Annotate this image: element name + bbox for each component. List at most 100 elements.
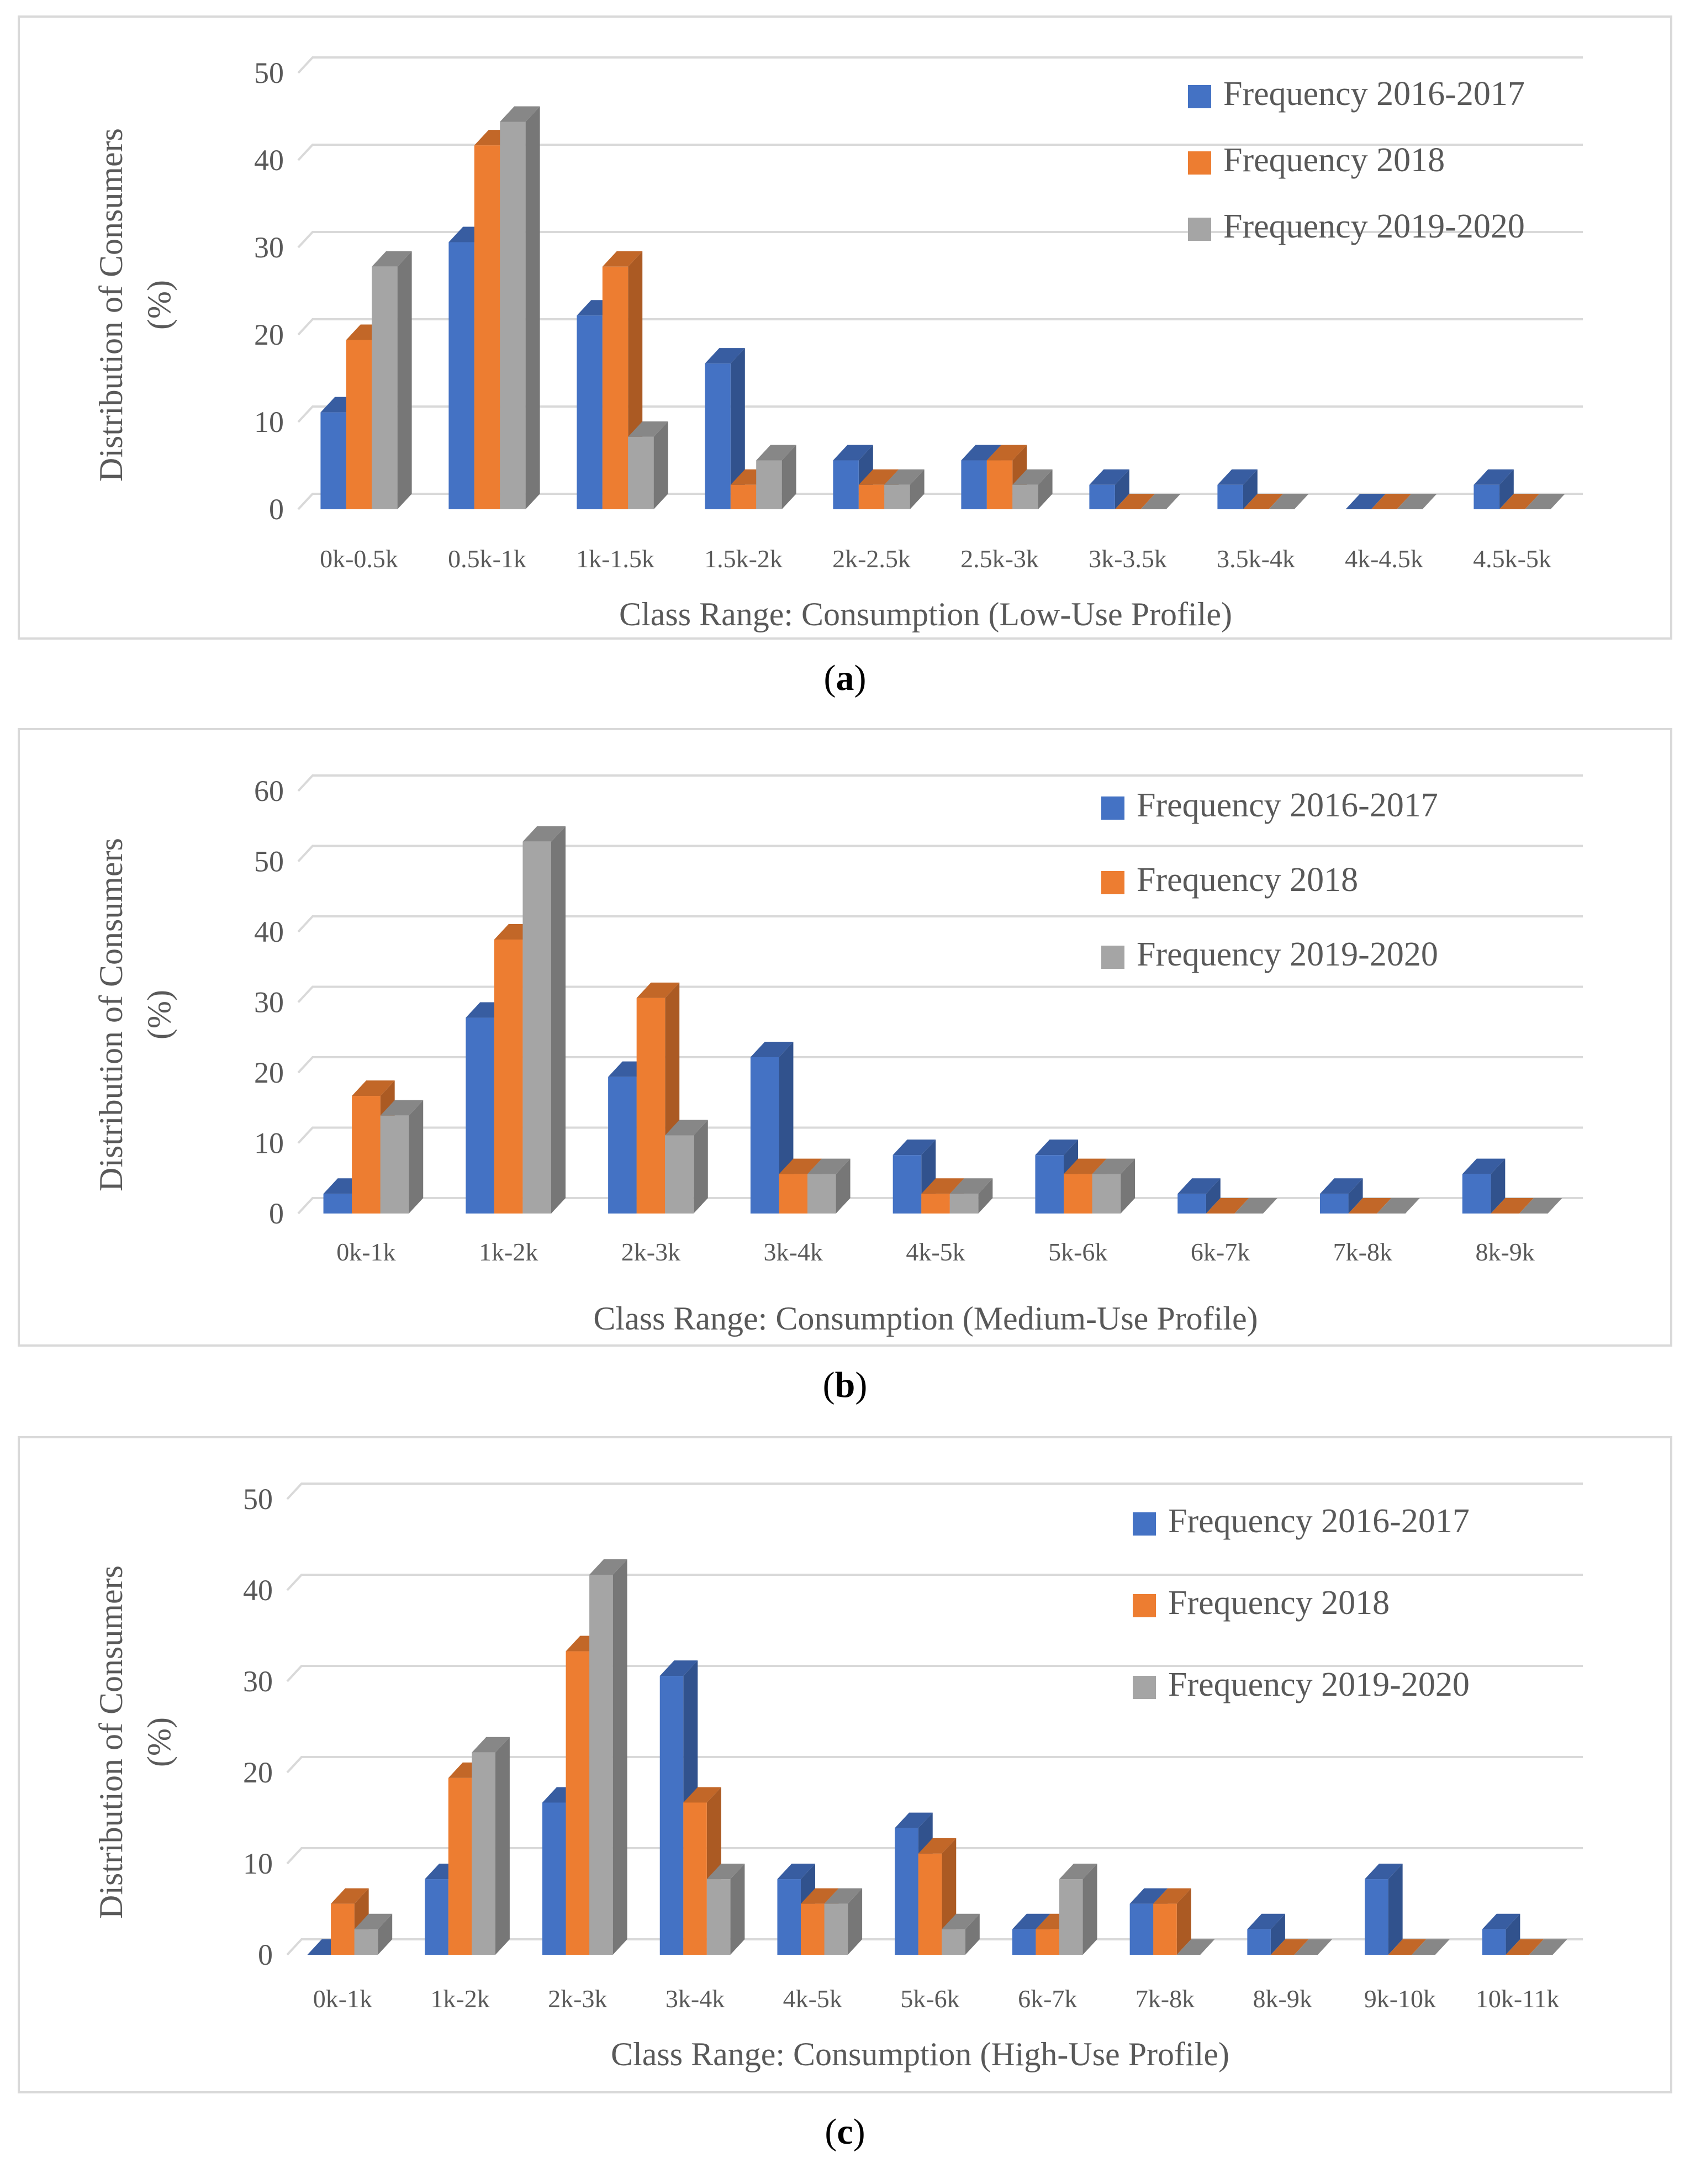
x-tick-label: 4k-5k	[906, 1238, 965, 1266]
gridline	[286, 1756, 1583, 1774]
bar	[884, 469, 925, 509]
bar	[380, 1100, 424, 1214]
y-axis-title: (%)	[141, 990, 177, 1040]
bar	[1269, 494, 1309, 509]
x-axis-title: Class Range: Consumption (High-Use Profi…	[611, 2036, 1229, 2072]
y-tick-label: 20	[243, 1756, 273, 1789]
bar	[706, 1864, 745, 1955]
bar	[472, 1737, 510, 1955]
x-tick-label: 6k-7k	[1018, 1985, 1077, 2013]
x-tick-label: 4.5k-5k	[1473, 545, 1551, 573]
bar	[1320, 1178, 1363, 1214]
bar	[589, 1559, 627, 1955]
x-tick-label: 3k-4k	[666, 1985, 725, 2013]
bar	[1525, 494, 1565, 509]
chart-panel-c: 0 10 20 30 40 50 0k-1k 1k-2k 2k-3k 3k-4k 4k-5k 5k-6…	[18, 1436, 1672, 2093]
y-tick-label: 40	[243, 1574, 273, 1607]
y-tick-label: 30	[254, 986, 284, 1019]
bar	[807, 1158, 851, 1214]
bar	[665, 1120, 708, 1214]
gridline	[297, 56, 1583, 74]
bar	[1377, 1198, 1420, 1214]
y-tick-label: 0	[269, 493, 284, 526]
bar	[1153, 1888, 1191, 1955]
gridline	[297, 985, 1583, 1003]
y-tick-label: 40	[254, 915, 284, 948]
gridline	[297, 915, 1583, 933]
legend: Frequency 2016-2017 Frequency 2018 Frequen…	[1188, 75, 1525, 245]
bar	[1115, 494, 1155, 509]
x-tick-label: 1k-2k	[430, 1985, 489, 2013]
gridline	[297, 144, 1583, 161]
y-tick-label: 30	[243, 1665, 273, 1698]
bar	[1140, 494, 1181, 509]
bar	[824, 1888, 863, 1955]
x-tick-label: 9k-10k	[1364, 1985, 1436, 2013]
x-tick-label: 0k-1k	[336, 1238, 395, 1266]
y-tick-label: 0	[269, 1197, 284, 1230]
y-tick-label: 20	[254, 1056, 284, 1089]
bar	[628, 421, 668, 509]
y-tick-label: 10	[254, 1127, 284, 1160]
chart-panel-a: 0 10 20 30 40 50 0k-0.5k 0.5k-1k 1k-1.5k 1.5k-2k 2…	[18, 15, 1672, 640]
y-axis-title: (%)	[141, 280, 177, 330]
legend-label: Frequency 2019-2020	[1137, 936, 1438, 973]
bar	[949, 1178, 993, 1214]
gridline	[286, 1665, 1583, 1682]
bar	[372, 251, 412, 509]
x-tick-label: 8k-9k	[1475, 1238, 1534, 1266]
x-tick-label: 2k-3k	[548, 1985, 607, 2013]
legend-swatch	[1188, 218, 1211, 241]
bar-chart-medium-use: 0 10 20 30 40 50 60 0k-1k 1k-2k 2k-3k 3k-4k 4k-5k 5k…	[93, 774, 1583, 1337]
chart-panel-b: 0 10 20 30 40 50 60 0k-1k 1k-2k 2k-3k 3k-4k 4k-5k 5k…	[18, 728, 1672, 1347]
y-tick-label: 10	[243, 1847, 273, 1880]
bar	[1217, 469, 1258, 509]
legend: Frequency 2016-2017 Frequency 2018 Frequen…	[1133, 1502, 1470, 1703]
gridlines	[297, 774, 1583, 1215]
bar	[1529, 1939, 1567, 1955]
bar	[1294, 1939, 1332, 1955]
y-axis-title: Distribution of Consumers	[93, 128, 129, 482]
x-tick-label: 0k-0.5k	[320, 545, 398, 573]
y-tick-label: 30	[254, 231, 284, 264]
x-tick-label: 3.5k-4k	[1217, 545, 1295, 573]
x-tick-label: 1.5k-2k	[704, 545, 783, 573]
legend-swatch	[1133, 1512, 1156, 1536]
caption-letter: c	[837, 2112, 853, 2152]
y-tick-label: 50	[243, 1483, 273, 1516]
bars	[323, 826, 1562, 1214]
x-tick-label: 5k-6k	[900, 1985, 959, 2013]
bar	[1234, 1198, 1277, 1214]
x-tick-label: 1k-2k	[479, 1238, 538, 1266]
y-tick-label: 10	[254, 405, 284, 439]
bar	[1491, 1198, 1534, 1214]
bar	[1059, 1864, 1097, 1955]
bar	[1345, 494, 1386, 509]
bar	[1270, 1939, 1309, 1955]
gridline	[297, 318, 1583, 336]
x-tick-label: 3k-3.5k	[1089, 545, 1167, 573]
bar	[1499, 494, 1540, 509]
x-axis-title: Class Range: Consumption (Medium-Use Pro…	[593, 1300, 1258, 1337]
bar	[1089, 469, 1129, 509]
bar	[756, 445, 796, 509]
legend-label: Frequency 2016-2017	[1137, 787, 1438, 824]
legend-label: Frequency 2019-2020	[1168, 1666, 1470, 1703]
bar	[1519, 1198, 1562, 1214]
x-tick-label: 0k-1k	[313, 1985, 372, 2013]
legend-swatch	[1101, 871, 1124, 894]
gridline	[297, 231, 1583, 249]
y-axis-title: Distribution of Consumers	[93, 838, 129, 1191]
bar	[1177, 1178, 1221, 1214]
gridline	[286, 1847, 1583, 1865]
x-tick-label: 2k-2.5k	[832, 545, 911, 573]
legend-label: Frequency 2019-2020	[1223, 208, 1525, 245]
gridline	[297, 845, 1583, 862]
bar	[1012, 469, 1053, 509]
bar-chart-low-use: 0 10 20 30 40 50 0k-0.5k 0.5k-1k 1k-1.5k 1.5k-2k 2…	[93, 56, 1583, 632]
bar	[1482, 1913, 1520, 1955]
bar	[1092, 1158, 1136, 1214]
legend-label: Frequency 2016-2017	[1168, 1502, 1470, 1540]
y-tick-label: 50	[254, 56, 284, 89]
bar	[1365, 1864, 1403, 1955]
